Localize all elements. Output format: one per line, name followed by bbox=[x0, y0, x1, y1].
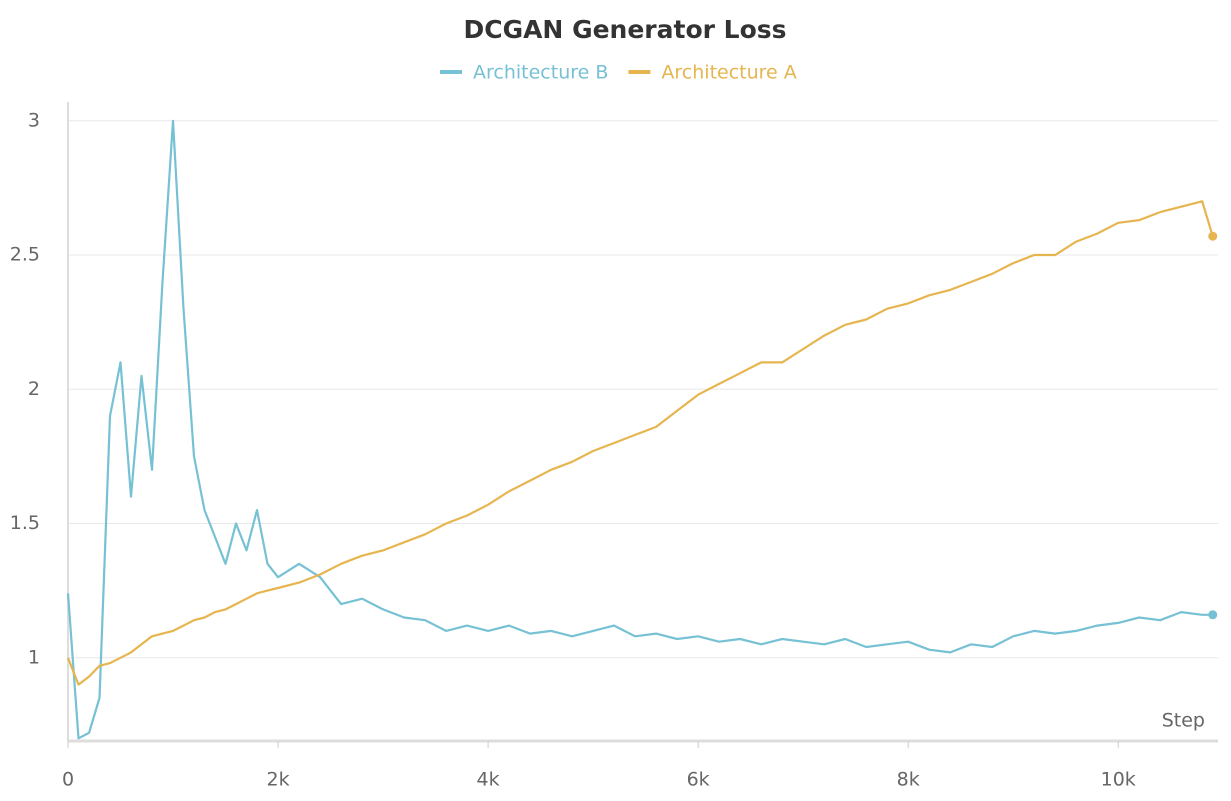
y-tick-label: 1 bbox=[28, 646, 40, 668]
series-line bbox=[66, 200, 1214, 686]
legend-label: Architecture B bbox=[473, 62, 608, 84]
y-tick-label: 2 bbox=[28, 378, 40, 400]
legend-label: Architecture A bbox=[661, 62, 796, 84]
series-line bbox=[66, 119, 1213, 740]
x-tick-label: 6k bbox=[687, 769, 710, 791]
end-dot bbox=[1208, 610, 1218, 620]
x-tick-label: 10k bbox=[1101, 769, 1136, 791]
x-tick-label: 0 bbox=[62, 769, 74, 791]
x-tick-label: 8k bbox=[897, 769, 920, 791]
x-axis-label: Step bbox=[1162, 710, 1205, 732]
y-tick-label: 3 bbox=[28, 109, 40, 131]
x-tick-label: 4k bbox=[477, 769, 500, 791]
end-dot bbox=[1208, 231, 1218, 241]
y-tick-label: 2.5 bbox=[10, 244, 40, 266]
legend: Architecture B Architecture A bbox=[440, 62, 797, 84]
chart-title: DCGAN Generator Loss bbox=[463, 15, 786, 44]
y-tick-label: 1.5 bbox=[10, 512, 40, 534]
x-tick-label: 2k bbox=[266, 769, 289, 791]
